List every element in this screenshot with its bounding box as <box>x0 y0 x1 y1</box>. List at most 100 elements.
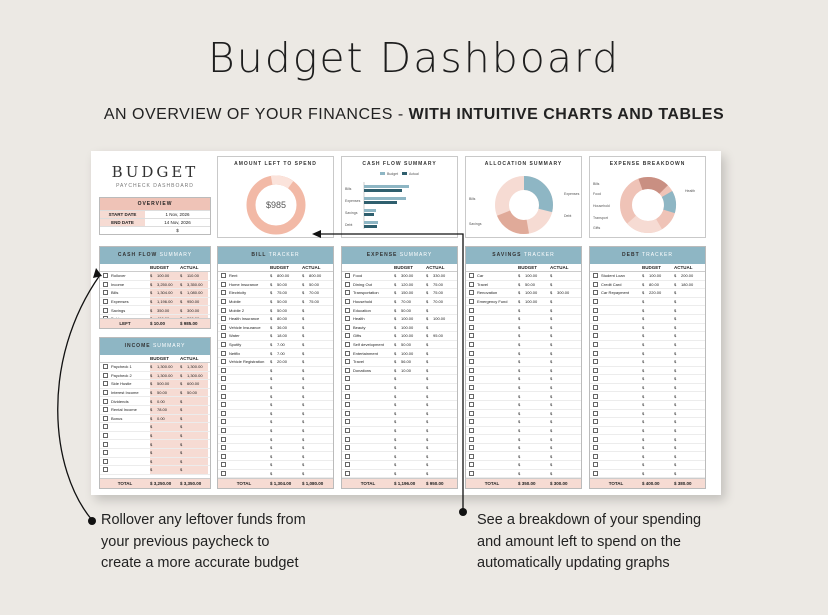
row-budget-value[interactable]: 100.00 <box>649 273 662 279</box>
row-label[interactable]: Travel <box>353 359 364 365</box>
row-label[interactable]: Electricity <box>229 290 247 296</box>
row-budget-value[interactable]: 800.00 <box>277 273 290 279</box>
row-actual-value[interactable]: 180.00 <box>681 281 694 287</box>
row-label[interactable]: Self development <box>353 342 384 348</box>
row-budget-value[interactable]: 3,250.00 <box>157 281 173 287</box>
row-checkbox[interactable] <box>103 467 108 473</box>
row-label[interactable]: Health Insurance <box>229 316 260 322</box>
row-checkbox[interactable] <box>593 436 598 442</box>
row-checkbox[interactable] <box>221 359 226 365</box>
row-label[interactable]: Bonus <box>111 415 123 421</box>
row-checkbox[interactable] <box>469 436 474 442</box>
row-budget-value[interactable]: 75.00 <box>277 290 288 296</box>
row-budget-value[interactable]: 100.00 <box>525 273 538 279</box>
row-budget-value[interactable]: 50.00 <box>277 299 288 305</box>
row-checkbox[interactable] <box>345 445 350 451</box>
row-checkbox[interactable] <box>593 427 598 433</box>
row-label[interactable]: Beauty <box>353 324 366 330</box>
row-checkbox[interactable] <box>221 393 226 399</box>
row-checkbox[interactable] <box>469 445 474 451</box>
row-checkbox[interactable] <box>345 453 350 459</box>
row-budget-value[interactable]: 20.00 <box>277 359 288 365</box>
row-label[interactable]: Car Repayment <box>601 290 630 296</box>
row-checkbox[interactable] <box>221 470 226 476</box>
row-checkbox[interactable] <box>469 427 474 433</box>
row-checkbox[interactable] <box>469 462 474 468</box>
row-actual-value[interactable]: 3,350.00 <box>187 281 203 287</box>
row-budget-value[interactable]: 120.00 <box>401 281 414 287</box>
row-actual-value[interactable]: 200.00 <box>681 273 694 279</box>
row-checkbox[interactable] <box>221 316 226 322</box>
row-actual-value[interactable]: 950.00 <box>187 299 200 305</box>
row-label[interactable]: Spotify <box>229 342 242 348</box>
row-label[interactable]: Water <box>229 333 240 339</box>
row-checkbox[interactable] <box>103 407 108 413</box>
row-checkbox[interactable] <box>221 350 226 356</box>
row-label[interactable]: Emergency Fund <box>477 299 508 305</box>
row-label[interactable]: Paycheck 1 <box>111 364 132 370</box>
row-checkbox[interactable] <box>221 385 226 391</box>
row-checkbox[interactable] <box>345 316 350 322</box>
row-label[interactable]: Dividends <box>111 398 129 404</box>
row-checkbox[interactable] <box>469 410 474 416</box>
row-budget-value[interactable]: 0.00 <box>157 415 165 421</box>
row-label[interactable]: Dining Out <box>353 281 372 287</box>
row-budget-value[interactable]: 78.00 <box>157 407 168 413</box>
row-label[interactable]: Bills <box>111 290 119 296</box>
row-checkbox[interactable] <box>221 453 226 459</box>
row-checkbox[interactable] <box>221 307 226 313</box>
row-checkbox[interactable] <box>593 359 598 365</box>
row-budget-value[interactable]: 50.00 <box>277 281 288 287</box>
row-checkbox[interactable] <box>345 436 350 442</box>
row-checkbox[interactable] <box>593 419 598 425</box>
row-label[interactable]: Mobile 2 <box>229 307 245 313</box>
row-budget-value[interactable]: 100.00 <box>401 333 414 339</box>
row-checkbox[interactable] <box>469 307 474 313</box>
row-actual-value[interactable]: 600.00 <box>187 381 200 387</box>
row-checkbox[interactable] <box>593 281 598 287</box>
row-checkbox[interactable] <box>469 273 474 279</box>
row-label[interactable]: Interest Income <box>111 390 139 396</box>
row-label[interactable]: Travel <box>477 281 488 287</box>
row-checkbox[interactable] <box>221 299 226 305</box>
row-budget-value[interactable]: 150.00 <box>401 290 414 296</box>
row-actual-value[interactable]: 70.00 <box>309 290 320 296</box>
row-label[interactable]: Mobile <box>229 299 241 305</box>
row-checkbox[interactable] <box>221 324 226 330</box>
row-actual-value[interactable]: 70.00 <box>433 299 444 305</box>
row-checkbox[interactable] <box>103 433 108 439</box>
row-budget-value[interactable]: 100.00 <box>401 316 414 322</box>
row-label[interactable]: Credit Card <box>601 281 622 287</box>
row-budget-value[interactable]: 56.00 <box>401 359 412 365</box>
row-budget-value[interactable]: 50.00 <box>401 307 412 313</box>
row-checkbox[interactable] <box>593 307 598 313</box>
row-budget-value[interactable]: 50.00 <box>401 342 412 348</box>
row-checkbox[interactable] <box>345 367 350 373</box>
row-checkbox[interactable] <box>345 402 350 408</box>
row-checkbox[interactable] <box>593 350 598 356</box>
row-label[interactable]: Paycheck 2 <box>111 372 132 378</box>
row-checkbox[interactable] <box>221 290 226 296</box>
row-checkbox[interactable] <box>103 415 108 421</box>
row-checkbox[interactable] <box>221 342 226 348</box>
row-checkbox[interactable] <box>469 393 474 399</box>
row-budget-value[interactable]: 100.00 <box>401 324 414 330</box>
row-checkbox[interactable] <box>221 281 226 287</box>
row-budget-value[interactable]: 1,300.00 <box>157 364 173 370</box>
row-checkbox[interactable] <box>593 299 598 305</box>
row-checkbox[interactable] <box>593 385 598 391</box>
row-checkbox[interactable] <box>345 290 350 296</box>
row-checkbox[interactable] <box>103 273 108 279</box>
row-budget-value[interactable]: 100.00 <box>525 299 538 305</box>
row-budget-value[interactable]: 50.00 <box>277 307 288 313</box>
row-checkbox[interactable] <box>221 436 226 442</box>
row-checkbox[interactable] <box>469 419 474 425</box>
row-checkbox[interactable] <box>221 376 226 382</box>
row-checkbox[interactable] <box>345 470 350 476</box>
row-checkbox[interactable] <box>593 410 598 416</box>
row-checkbox[interactable] <box>345 324 350 330</box>
row-budget-value[interactable]: 500.00 <box>157 381 170 387</box>
row-checkbox[interactable] <box>345 281 350 287</box>
row-label[interactable]: Side Hustle <box>111 381 132 387</box>
row-checkbox[interactable] <box>593 445 598 451</box>
